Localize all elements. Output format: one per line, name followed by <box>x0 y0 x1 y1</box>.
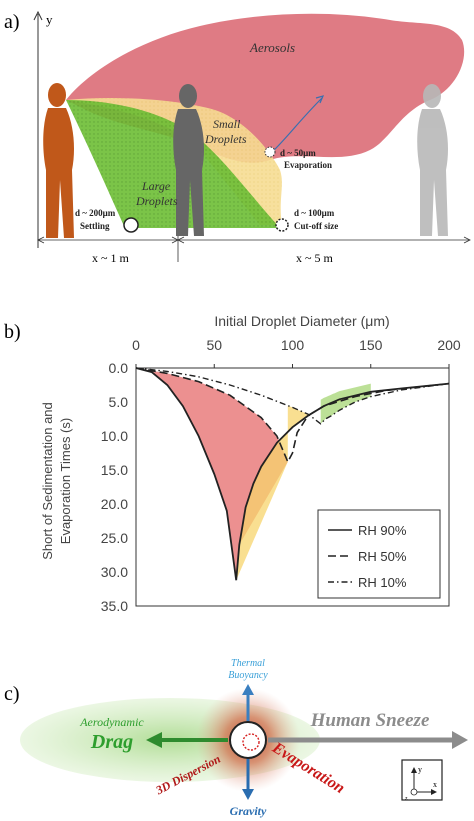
person-front <box>43 83 74 238</box>
panel-c-label: c) <box>4 683 20 705</box>
series-lines <box>135 367 450 581</box>
large-droplets-label-1: Large <box>141 179 171 193</box>
x-tick-labels: 0 50 100 150 200 <box>132 337 461 368</box>
chart-legend: RH 90% RH 50% RH 10% <box>317 509 441 599</box>
x-tick-label: 200 <box>437 337 461 353</box>
settling-text-label: Settling <box>80 221 110 231</box>
panel-a: a) y Aerosols <box>4 10 471 265</box>
small-droplets-label-1: Small <box>213 117 241 131</box>
chart-ylabel-1: Short of Sedimentation and <box>40 402 55 560</box>
evaporation-marker <box>264 146 276 158</box>
y-tick-label: 30.0 <box>101 564 128 580</box>
drag-label: Drag <box>90 731 133 753</box>
panel-a-label: a) <box>4 11 20 33</box>
y-tick-label: 15.0 <box>101 462 128 478</box>
y-axis-arrow <box>33 10 43 21</box>
cutoff-marker <box>275 218 289 232</box>
series-line-rh90 <box>135 367 450 581</box>
settling-marker <box>123 217 139 233</box>
chart-xlabel: Initial Droplet Diameter (μm) <box>214 313 389 329</box>
legend-label-rh90: RH 90% <box>358 523 407 538</box>
coord-y-label: y <box>418 765 422 774</box>
shade-region-transition <box>236 391 371 581</box>
shaded-regions <box>136 368 371 581</box>
series-line-rh50 <box>135 367 450 464</box>
person-back <box>417 84 448 236</box>
y-tick-label: 20.0 <box>101 496 128 512</box>
x-tick-label: 100 <box>281 337 305 353</box>
series-line-rh10 <box>135 367 450 425</box>
coord-x-label: x <box>433 780 437 789</box>
legend-label-rh10: RH 10% <box>358 575 407 590</box>
shade-region-evaporation <box>320 383 371 424</box>
thermal-label-1: Thermal <box>231 658 265 669</box>
y-tick-label: 0.0 <box>109 360 129 376</box>
y-tick-label: 25.0 <box>101 530 128 546</box>
panel-c: c) Thermal Buoyancy Aerodynamic Drag Hum… <box>4 658 468 818</box>
evap-text-label: Evaporation <box>284 160 332 170</box>
y-tick-label: 5.0 <box>109 394 129 410</box>
x-tick-label: 150 <box>359 337 383 353</box>
settling-size-label: d ~ 200μm <box>75 208 116 218</box>
y-tick-labels: 0.0 5.0 10.0 15.0 20.0 25.0 30.0 35.0 <box>101 360 128 614</box>
shade-region-sedimentation <box>136 368 288 581</box>
human-sneeze-label: Human Sneeze <box>310 710 430 731</box>
person-middle <box>173 84 204 236</box>
legend-box <box>317 509 441 599</box>
small-droplets-label-2: Droplets <box>204 132 247 146</box>
cutoff-size-label: d ~ 100μm <box>294 208 335 218</box>
large-droplets-region <box>66 100 280 228</box>
panel-b-label: b) <box>4 321 21 343</box>
cutoff-text-label: Cut-off size <box>294 221 338 231</box>
y-tick-label: 10.0 <box>101 428 128 444</box>
x-tick-label: 50 <box>206 337 222 353</box>
coordinate-axes-icon: y x z <box>401 759 443 802</box>
large-droplets-label-2: Droplets <box>135 194 178 208</box>
evap-size-label: d ~ 50μm <box>280 148 316 158</box>
evaporation-arrow <box>271 97 323 153</box>
coord-z-label: z <box>405 796 408 802</box>
x-tick-label: 0 <box>132 337 140 353</box>
aerosols-label: Aerosols <box>249 40 295 55</box>
y-axis-label: y <box>46 12 53 27</box>
gravity-label: Gravity <box>230 804 267 818</box>
y-tick-label: 35.0 <box>101 598 128 614</box>
chart-ylabel-2: Evaporation Times (s) <box>58 418 73 544</box>
droplet-circle <box>229 721 267 759</box>
distance-near-label: x ~ 1 m <box>92 251 129 265</box>
legend-label-rh50: RH 50% <box>358 549 407 564</box>
panel-b: b) Initial Droplet Diameter (μm) 0 50 100 1… <box>4 313 461 614</box>
distance-far-label: x ~ 5 m <box>296 251 333 265</box>
droplet-core <box>242 733 260 751</box>
small-droplets-region <box>66 98 282 225</box>
aerodynamic-label: Aerodynamic <box>79 715 144 729</box>
thermal-label-2: Buoyancy <box>228 670 268 681</box>
plot-frame <box>135 367 450 607</box>
